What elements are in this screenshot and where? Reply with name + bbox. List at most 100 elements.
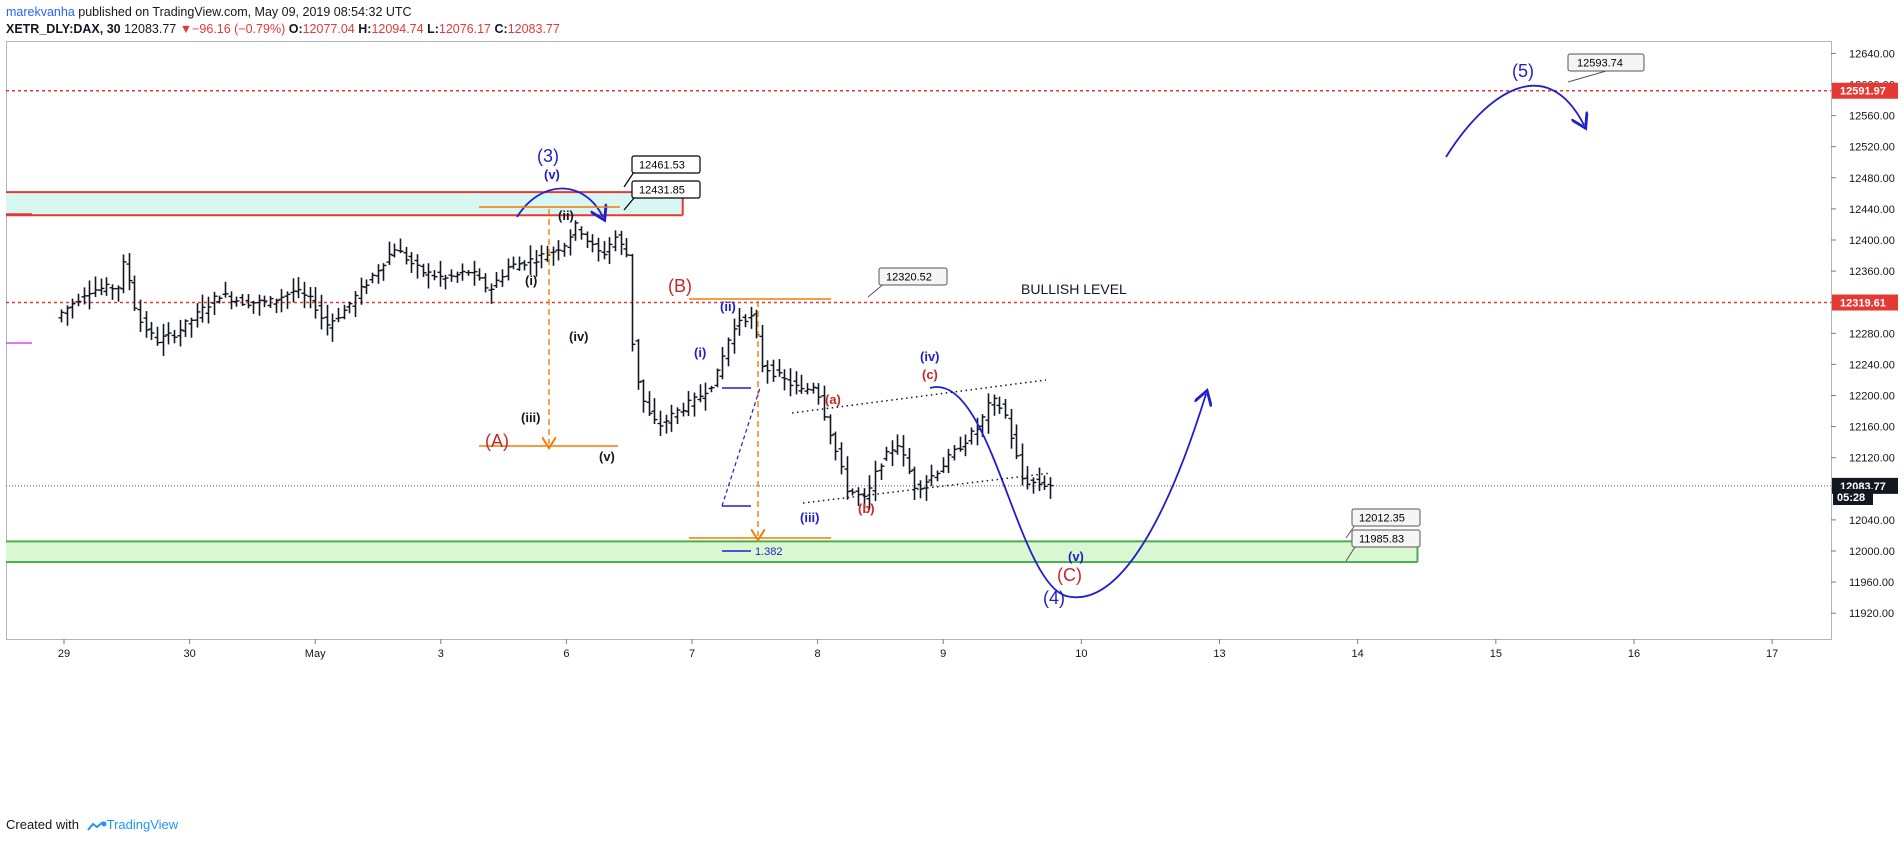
ohlc-bar [307, 286, 314, 309]
ohlc-bar [103, 277, 110, 296]
wave-label: (i) [525, 273, 537, 288]
ohlc-bar [883, 446, 890, 461]
y-tick-label: 12160.00 [1849, 422, 1895, 434]
wave-label: (v) [599, 449, 615, 464]
wave-label: (iv) [920, 349, 940, 364]
y-tick-label: 12480.00 [1849, 173, 1895, 185]
ohlc-bar [567, 229, 574, 256]
close-value: 12083.77 [507, 22, 560, 36]
y-tick-label: 12280.00 [1849, 328, 1895, 340]
x-tick-label: 15 [1490, 648, 1502, 660]
callout-12593: 12593.74 [1567, 53, 1645, 83]
ohlc-bar [1041, 475, 1048, 491]
ohlc-bar [324, 304, 331, 336]
chart-frame[interactable]: 11920.0011960.0012000.0012040.0012080.00… [6, 41, 1901, 812]
y-tick-label: 12520.00 [1849, 142, 1895, 154]
y-tick-label: 12040.00 [1849, 515, 1895, 527]
wave-label: (iii) [800, 510, 820, 525]
ohlc-bar [991, 394, 998, 416]
ohlc-bar [849, 488, 856, 496]
ohlc-bar [872, 460, 879, 502]
ohlc-bar [171, 329, 178, 344]
y-tick-label: 11920.00 [1849, 608, 1894, 620]
ohlc-bar [256, 294, 263, 316]
price-chart[interactable]: 11920.0011960.0012000.0012040.0012080.00… [6, 41, 1901, 812]
ohlc-bar [211, 291, 218, 315]
x-tick-label: 9 [940, 648, 946, 660]
ohlc-bar [465, 269, 472, 276]
ohlc-bar [1008, 408, 1015, 449]
ohlc-bar [555, 240, 562, 261]
tradingview-link[interactable]: TradingView [106, 817, 179, 832]
ohlc-bar [92, 276, 99, 298]
fib-ratio-label: 1.382 [755, 546, 783, 558]
ohlc-bar [945, 448, 952, 474]
ohlc-bar [674, 407, 681, 425]
ohlc-bar [889, 440, 896, 467]
ohlc-bar [640, 379, 647, 413]
ohlc-bar [341, 304, 348, 320]
wave-label: (iv) [569, 329, 589, 344]
author-link[interactable]: marekvanha [6, 5, 75, 19]
callout-12320: 12320.52 [867, 267, 948, 298]
ohlc-bar [476, 268, 483, 281]
ohlc-bar [578, 226, 585, 240]
ohlc-bar [985, 393, 992, 434]
ohlc-bar [273, 298, 280, 314]
ohlc-bar [205, 296, 212, 324]
ohlc-bar [838, 442, 845, 475]
ohlc-bar [358, 277, 365, 305]
ohlc-bar [375, 264, 382, 284]
ohlc-bar [911, 466, 918, 501]
countdown-label: 05:28 [1837, 492, 1865, 504]
callout-12012: 12012.35 [1345, 508, 1421, 539]
y-tick-label: 12000.00 [1849, 546, 1895, 558]
open-label: O: [288, 22, 303, 36]
ohlc-bar [182, 319, 189, 337]
ohlc-bar [595, 237, 602, 262]
ohlc-bar [64, 305, 71, 326]
y-tick-label: 12200.00 [1849, 391, 1895, 403]
ohlc-bar [488, 283, 495, 304]
ohlc-bar [708, 385, 715, 393]
y-tick-label: 12400.00 [1849, 235, 1895, 247]
low-label: L: [427, 22, 439, 36]
x-tick-label: 7 [689, 648, 695, 660]
wave-label: (3) [537, 146, 559, 166]
ohlc-bar [561, 242, 568, 257]
symbol-name[interactable]: XETR_DLY:DAX, 30 [6, 22, 121, 36]
wave-label: (A) [485, 431, 509, 451]
ohlc-bar [1024, 466, 1031, 490]
ohlc-bar [759, 324, 766, 373]
ohlc-bar [793, 371, 800, 395]
ohlc-bar [646, 391, 653, 416]
ohlc-bar [471, 260, 478, 286]
ohlc-bar [437, 260, 444, 287]
ohlc-bar [233, 296, 240, 307]
ohlc-bar [804, 383, 811, 395]
wave-label: (a) [825, 392, 841, 407]
ohlc-bar [629, 253, 636, 352]
ohlc-bar [996, 396, 1003, 414]
ohlc-bar [98, 278, 105, 296]
ohlc-bar [267, 296, 274, 308]
price-tag [1832, 294, 1898, 311]
wave-label: (ii) [720, 299, 736, 314]
bullish-level-label: BULLISH LEVEL [1021, 281, 1127, 297]
x-tick-label: 17 [1766, 648, 1778, 660]
last-price: 12083.77 [124, 22, 177, 36]
ohlc-bar [861, 488, 868, 507]
ohlc-bar [798, 374, 805, 394]
ohlc-bar [776, 359, 783, 377]
x-tick-label: 13 [1213, 648, 1225, 660]
ohlc-bar [448, 269, 455, 282]
ohlc-bar [126, 253, 133, 291]
x-tick-label: 16 [1628, 648, 1640, 660]
ohlc-bar [691, 392, 698, 417]
ohlc-bar [668, 404, 675, 432]
change-down-icon: ▼ [179, 22, 193, 36]
ohlc-bar [770, 359, 777, 382]
ohlc-bar [369, 272, 376, 284]
ohlc-bar [188, 317, 195, 338]
ohlc-bar [810, 382, 817, 394]
